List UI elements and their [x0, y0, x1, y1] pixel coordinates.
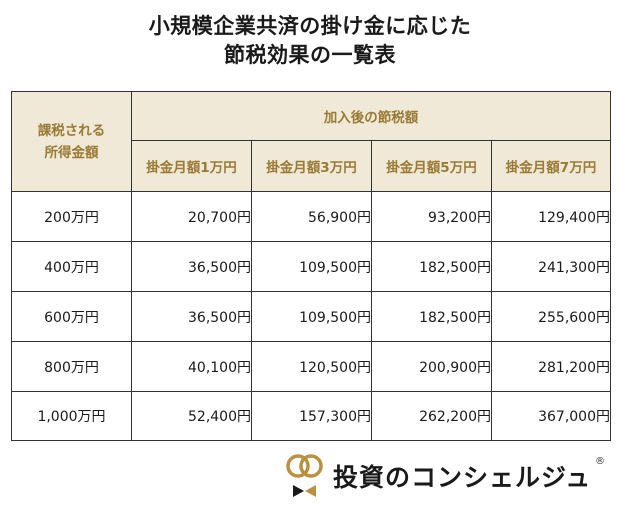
- header-row-1: 課税される 所得金額 加入後の節税額: [11, 91, 611, 192]
- value-cell: 36,500円: [131, 241, 252, 292]
- brand-logo: 投資のコンシェルジュ ®: [283, 452, 613, 502]
- value-cell: 36,500円: [131, 291, 252, 342]
- tax-saving-table: 課税される 所得金額 加入後の節税額 掛金月額1万円 掛金月額3万円 掛金月額5…: [11, 91, 611, 441]
- income-header-line-2: 所得金額: [44, 144, 99, 161]
- income-cell: 200万円: [11, 191, 132, 242]
- table-row: 200万円 20,700円 56,900円 93,200円 129,400円: [11, 191, 611, 242]
- value-cell: 182,500円: [371, 291, 492, 342]
- page-title: 小規模企業共済の掛け金に応じた 節税効果の一覧表: [0, 12, 620, 70]
- income-header-line-1: 課税される: [37, 122, 106, 139]
- value-cell: 109,500円: [251, 291, 372, 342]
- title-line-2: 節税効果の一覧表: [224, 43, 396, 67]
- value-cell: 241,300円: [491, 241, 611, 292]
- value-cell: 281,200円: [491, 341, 611, 392]
- value-cell: 129,400円: [491, 191, 611, 242]
- value-cell: 200,900円: [371, 341, 492, 392]
- value-cell: 157,300円: [251, 391, 372, 441]
- title-line-1: 小規模企業共済の掛け金に応じた: [148, 14, 472, 38]
- value-cell: 56,900円: [251, 191, 372, 242]
- value-cell: 255,600円: [491, 291, 611, 342]
- table-row: 600万円 36,500円 109,500円 182,500円 255,600円: [11, 291, 611, 342]
- value-cell: 93,200円: [371, 191, 492, 242]
- column-header-2: 掛金月額3万円: [251, 140, 372, 192]
- header-row-2: 掛金月額1万円 掛金月額3万円 掛金月額5万円 掛金月額7万円: [12, 140, 611, 192]
- concierge-logo-icon: [286, 454, 323, 497]
- table-row: 400万円 36,500円 109,500円 182,500円 241,300円: [11, 241, 611, 292]
- table-row: 800万円 40,100円 120,500円 200,900円 281,200円: [11, 341, 611, 392]
- group-header: 加入後の節税額: [131, 91, 611, 141]
- value-cell: 262,200円: [371, 391, 492, 441]
- value-cell: 20,700円: [131, 191, 252, 242]
- value-cell: 120,500円: [251, 341, 372, 392]
- value-cell: 367,000円: [491, 391, 611, 441]
- income-cell: 1,000万円: [11, 391, 132, 441]
- income-header: 課税される 所得金額: [11, 91, 132, 192]
- income-cell: 800万円: [11, 341, 132, 392]
- brand-name: 投資のコンシェルジュ: [333, 463, 592, 492]
- table-row: 1,000万円 52,400円 157,300円 262,200円 367,00…: [11, 391, 611, 441]
- value-cell: 182,500円: [371, 241, 492, 292]
- value-cell: 109,500円: [251, 241, 372, 292]
- value-cell: 52,400円: [131, 391, 252, 441]
- column-header-1: 掛金月額1万円: [131, 140, 252, 192]
- column-header-4: 掛金月額7万円: [491, 140, 611, 192]
- value-cell: 40,100円: [131, 341, 252, 392]
- income-cell: 400万円: [11, 241, 132, 292]
- income-cell: 600万円: [11, 291, 132, 342]
- registered-mark: ®: [595, 456, 605, 467]
- column-header-3: 掛金月額5万円: [371, 140, 492, 192]
